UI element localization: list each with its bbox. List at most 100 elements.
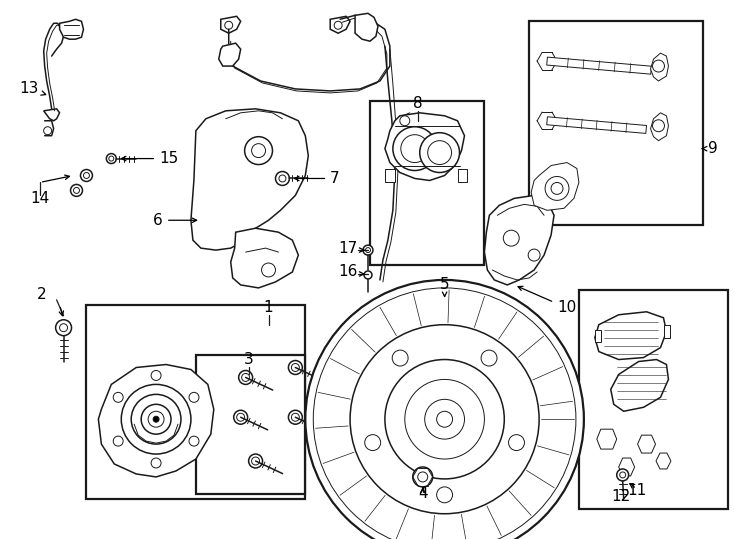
Circle shape bbox=[70, 185, 82, 197]
Circle shape bbox=[252, 144, 266, 158]
Circle shape bbox=[420, 133, 459, 172]
Circle shape bbox=[113, 393, 123, 402]
Polygon shape bbox=[650, 113, 669, 140]
Polygon shape bbox=[98, 364, 214, 477]
Circle shape bbox=[401, 134, 429, 163]
Text: 17: 17 bbox=[338, 241, 357, 255]
Circle shape bbox=[392, 350, 408, 366]
Polygon shape bbox=[355, 14, 378, 41]
Circle shape bbox=[106, 153, 116, 164]
Circle shape bbox=[545, 177, 569, 200]
Circle shape bbox=[413, 467, 432, 487]
Polygon shape bbox=[385, 168, 395, 183]
Circle shape bbox=[151, 370, 161, 380]
Bar bbox=[87, 305, 305, 499]
Circle shape bbox=[428, 140, 451, 165]
Polygon shape bbox=[221, 16, 241, 33]
Text: 16: 16 bbox=[338, 265, 357, 280]
Circle shape bbox=[73, 187, 79, 193]
Polygon shape bbox=[191, 109, 308, 250]
Circle shape bbox=[528, 249, 540, 261]
Circle shape bbox=[56, 320, 71, 336]
Circle shape bbox=[189, 436, 199, 446]
Polygon shape bbox=[59, 19, 84, 39]
Circle shape bbox=[334, 21, 342, 29]
Circle shape bbox=[249, 454, 263, 468]
Polygon shape bbox=[330, 16, 350, 33]
Polygon shape bbox=[484, 195, 554, 285]
Text: 11: 11 bbox=[627, 483, 646, 498]
Bar bbox=[529, 21, 703, 225]
Polygon shape bbox=[385, 113, 465, 180]
Circle shape bbox=[109, 156, 114, 161]
Circle shape bbox=[405, 380, 484, 459]
Circle shape bbox=[233, 410, 247, 424]
Text: 6: 6 bbox=[153, 213, 197, 228]
Text: 3: 3 bbox=[244, 352, 253, 367]
Circle shape bbox=[653, 120, 664, 132]
Circle shape bbox=[189, 393, 199, 402]
Circle shape bbox=[261, 263, 275, 277]
Circle shape bbox=[481, 350, 497, 366]
Circle shape bbox=[291, 363, 299, 372]
Circle shape bbox=[236, 413, 244, 421]
Circle shape bbox=[279, 175, 286, 182]
Polygon shape bbox=[638, 435, 655, 453]
Circle shape bbox=[364, 271, 372, 279]
Polygon shape bbox=[595, 312, 666, 360]
Circle shape bbox=[393, 127, 437, 171]
Polygon shape bbox=[547, 57, 652, 74]
Polygon shape bbox=[611, 360, 669, 411]
Circle shape bbox=[437, 487, 453, 503]
Text: 8: 8 bbox=[413, 96, 423, 111]
Circle shape bbox=[43, 127, 51, 134]
Circle shape bbox=[121, 384, 191, 454]
Polygon shape bbox=[595, 330, 601, 342]
Circle shape bbox=[252, 457, 260, 465]
Circle shape bbox=[131, 394, 181, 444]
Text: 5: 5 bbox=[440, 278, 449, 296]
Polygon shape bbox=[43, 109, 59, 121]
Text: 4: 4 bbox=[418, 487, 427, 501]
Circle shape bbox=[350, 325, 539, 514]
Text: 9: 9 bbox=[702, 141, 718, 156]
Polygon shape bbox=[531, 163, 579, 210]
Circle shape bbox=[418, 472, 428, 482]
Circle shape bbox=[81, 170, 92, 181]
Polygon shape bbox=[664, 325, 670, 338]
Circle shape bbox=[400, 116, 410, 126]
Circle shape bbox=[305, 280, 584, 540]
Bar bbox=[196, 355, 305, 494]
Circle shape bbox=[151, 458, 161, 468]
Bar bbox=[579, 290, 728, 509]
Circle shape bbox=[366, 248, 371, 253]
Circle shape bbox=[437, 411, 453, 427]
Circle shape bbox=[385, 360, 504, 479]
Text: 13: 13 bbox=[20, 82, 46, 97]
Circle shape bbox=[153, 416, 159, 422]
Circle shape bbox=[59, 323, 68, 332]
Circle shape bbox=[653, 60, 664, 72]
Text: 12: 12 bbox=[611, 489, 631, 504]
Text: 1: 1 bbox=[264, 300, 273, 315]
Polygon shape bbox=[547, 117, 647, 133]
Polygon shape bbox=[219, 43, 241, 66]
Text: 14: 14 bbox=[30, 191, 49, 206]
Circle shape bbox=[288, 410, 302, 424]
Circle shape bbox=[148, 411, 164, 427]
Text: 15: 15 bbox=[121, 151, 178, 166]
Circle shape bbox=[363, 245, 373, 255]
Circle shape bbox=[275, 172, 289, 185]
Circle shape bbox=[313, 288, 576, 540]
Polygon shape bbox=[230, 228, 298, 288]
Circle shape bbox=[425, 400, 465, 439]
Text: 7: 7 bbox=[294, 171, 340, 186]
Circle shape bbox=[84, 172, 90, 179]
Circle shape bbox=[504, 230, 519, 246]
Circle shape bbox=[617, 469, 628, 481]
Circle shape bbox=[141, 404, 171, 434]
Circle shape bbox=[244, 137, 272, 165]
Bar bbox=[370, 101, 484, 265]
Polygon shape bbox=[650, 53, 669, 81]
Circle shape bbox=[551, 183, 563, 194]
